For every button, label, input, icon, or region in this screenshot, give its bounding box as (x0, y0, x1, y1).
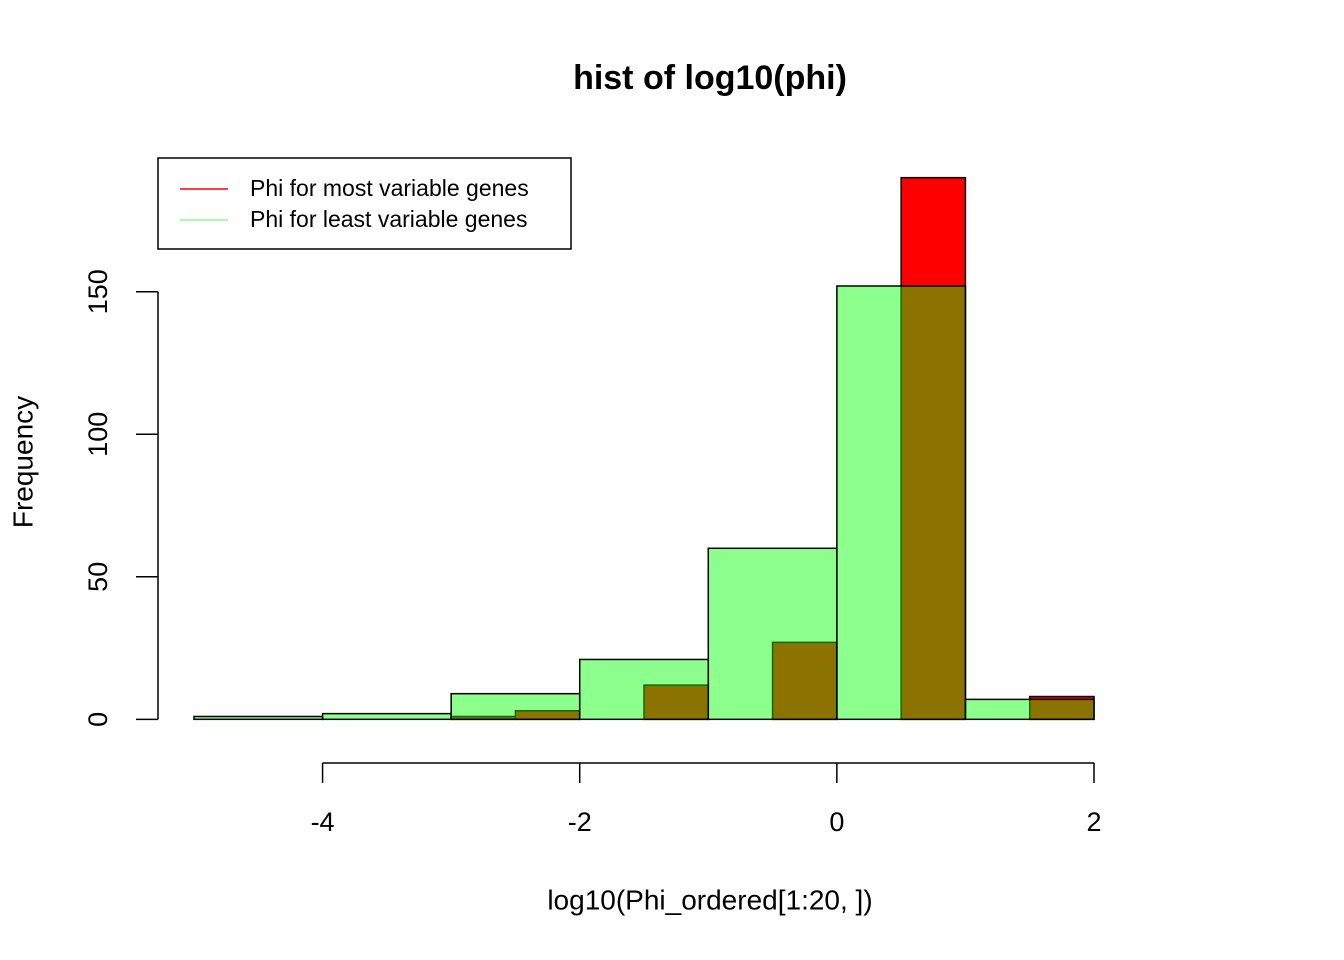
chart-title: hist of log10(phi) (573, 59, 847, 97)
x-tick-label: -2 (568, 807, 592, 837)
bar (450, 692, 581, 721)
legend-box (157, 157, 572, 250)
legend-label: Phi for most variable genes (250, 175, 529, 201)
x-tick-label: 0 (829, 807, 844, 837)
bar (900, 176, 967, 721)
x-axis-label: log10(Phi_ordered[1:20, ]) (547, 884, 872, 915)
y-tick-label: 150 (83, 269, 113, 314)
legend-label: Phi for least variable genes (250, 206, 527, 232)
y-tick-label: 50 (83, 562, 113, 592)
bar (643, 684, 710, 721)
bar (193, 715, 324, 721)
x-tick-label: -4 (311, 807, 335, 837)
bar (836, 285, 967, 721)
bar (578, 658, 710, 721)
bar (707, 547, 838, 721)
bar (964, 698, 1095, 721)
y-axis-label: Frequency (7, 396, 38, 528)
y-tick-label: 0 (83, 712, 113, 727)
bar (321, 712, 452, 721)
x-tick-label: 2 (1086, 807, 1101, 837)
y-tick-label: 100 (83, 412, 113, 457)
